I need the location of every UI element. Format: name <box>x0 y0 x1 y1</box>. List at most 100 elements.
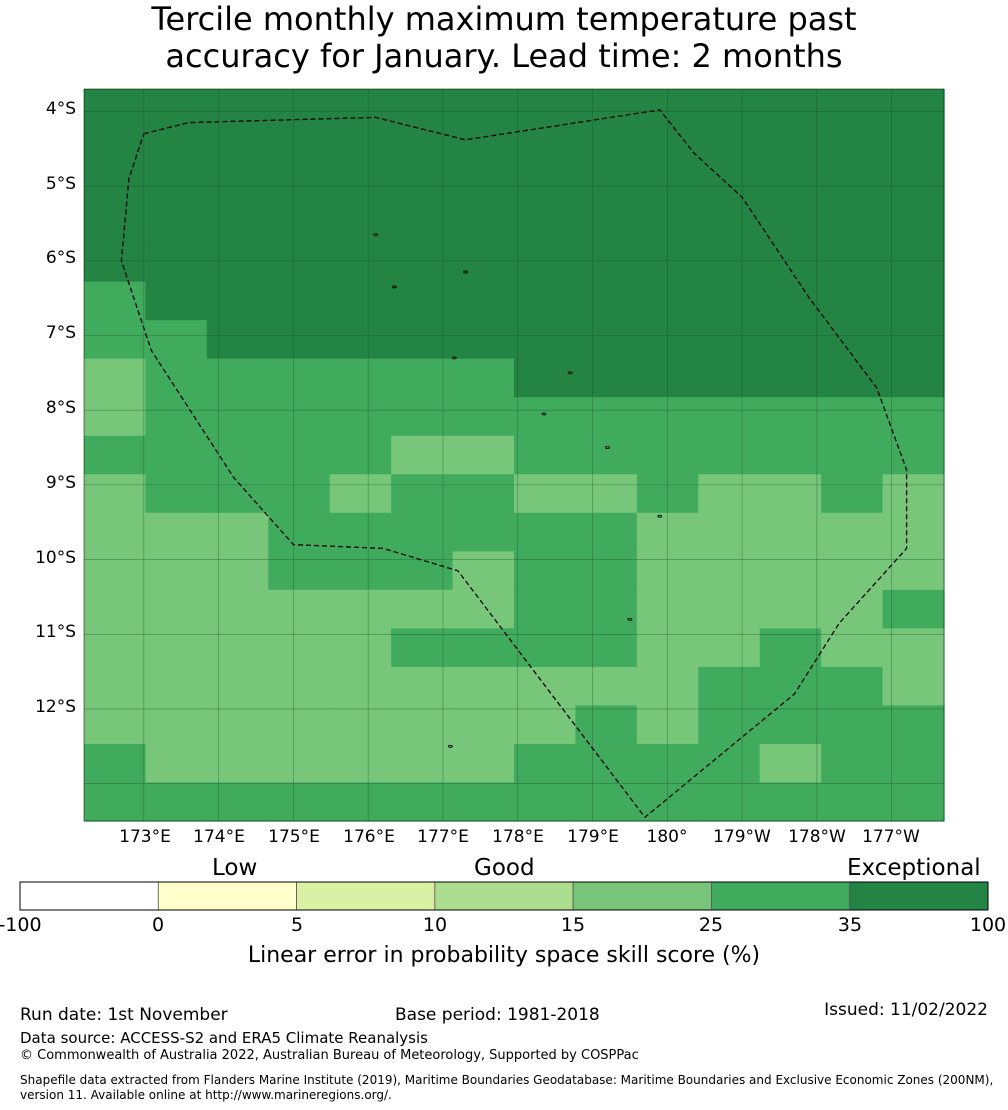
skill-grid-cell <box>206 743 269 784</box>
skill-grid-cell <box>391 204 454 244</box>
skill-grid-cell <box>575 320 638 360</box>
skill-grid-cell <box>329 358 392 398</box>
skill-grid-cell <box>514 628 577 668</box>
skill-grid-cell <box>268 89 331 129</box>
skill-grid-cell <box>636 358 699 398</box>
lat-label-4s: 4°S <box>45 99 76 119</box>
skill-grid-cell <box>636 474 699 514</box>
skill-grid-cell <box>514 243 577 283</box>
skill-grid-cell <box>206 243 269 283</box>
skill-grid-cell <box>636 281 699 321</box>
island-outline <box>541 412 547 416</box>
skill-grid-cell <box>759 281 822 321</box>
skill-grid-cell <box>514 435 577 475</box>
issued-date: Issued: 11/02/2022 <box>824 1000 988 1020</box>
skill-grid-cell <box>452 782 515 822</box>
skill-grid-cell <box>84 743 147 784</box>
skill-grid-cell <box>206 551 269 591</box>
skill-grid-cell <box>575 512 638 552</box>
skill-grid-cell <box>84 320 147 360</box>
legend-category-low: Low <box>212 855 258 881</box>
colorbar-tick: -100 <box>0 914 42 936</box>
skill-grid-cell <box>514 89 577 129</box>
skill-grid-cell <box>821 512 884 552</box>
skill-grid-cell <box>84 204 147 244</box>
skill-grid-cell <box>882 127 945 167</box>
skill-grid-cell <box>698 551 761 591</box>
skill-grid-cell <box>145 743 208 784</box>
skill-grid-cell <box>206 320 269 360</box>
skill-grid-cell <box>636 705 699 745</box>
skill-grid-cell <box>206 628 269 668</box>
skill-grid-cell <box>636 628 699 668</box>
skill-grid-cell <box>268 474 331 514</box>
skill-grid-cell <box>452 127 515 167</box>
skill-grid-cell <box>882 397 945 437</box>
skill-grid-cell <box>145 589 208 629</box>
skill-grid-cell <box>145 628 208 668</box>
skill-grid-cell <box>821 666 884 707</box>
skill-grid-cell <box>882 243 945 283</box>
skill-grid-cell <box>514 281 577 321</box>
skill-grid-cell <box>514 474 577 514</box>
skill-grid-cell <box>882 782 945 822</box>
skill-grid-cell <box>145 204 208 244</box>
skill-grid-cell <box>575 551 638 591</box>
skill-grid-cell <box>821 782 884 822</box>
lon-label-178e: 178°E <box>492 827 544 847</box>
skill-grid-cell <box>514 358 577 398</box>
skill-grid-cell <box>206 666 269 707</box>
island-outline <box>391 285 397 289</box>
legend-category-exceptional: Exceptional <box>847 855 981 881</box>
skill-grid-cell <box>206 397 269 437</box>
skill-grid-cell <box>514 782 577 822</box>
skill-grid-cell <box>145 281 208 321</box>
eez-boundary-line <box>120 109 908 819</box>
skill-grid-cell <box>268 628 331 668</box>
colorbar <box>19 881 989 911</box>
lon-label-173e: 173°E <box>119 827 171 847</box>
skill-grid-cell <box>514 551 577 591</box>
skill-grid-cell <box>882 166 945 206</box>
skill-grid-cell <box>636 204 699 244</box>
skill-grid-cell <box>636 397 699 437</box>
skill-grid-cell <box>145 243 208 283</box>
skill-grid-cell <box>759 204 822 244</box>
skill-grid-cell <box>698 666 761 707</box>
skill-grid-cell <box>882 589 945 629</box>
skill-grid-cell <box>698 743 761 784</box>
skill-grid-cell <box>268 435 331 475</box>
skill-grid-cell <box>575 435 638 475</box>
skill-grid-cell <box>882 281 945 321</box>
skill-grid-cell <box>636 320 699 360</box>
skill-grid-cell <box>882 358 945 398</box>
skill-grid-cell <box>206 589 269 629</box>
skill-grid-cell <box>206 204 269 244</box>
island-outline <box>462 270 468 274</box>
skill-grid-cell <box>145 127 208 167</box>
colorbar-tick: 0 <box>151 914 165 936</box>
skill-grid-cell <box>145 89 208 129</box>
skill-grid-cell <box>452 589 515 629</box>
skill-grid-cell <box>698 628 761 668</box>
island-outline <box>567 371 573 375</box>
skill-grid-cell <box>821 320 884 360</box>
skill-grid-cell <box>391 127 454 167</box>
skill-grid-cell <box>514 397 577 437</box>
skill-grid-cell <box>84 512 147 552</box>
colorbar-tick: 10 <box>422 914 448 936</box>
skill-grid-cell <box>882 474 945 514</box>
skill-grid-cell <box>575 358 638 398</box>
lat-label-9s: 9°S <box>45 473 76 493</box>
skill-grid-cell <box>759 512 822 552</box>
skill-grid-cell <box>206 166 269 206</box>
skill-grid-cell <box>821 551 884 591</box>
skill-grid-cell <box>206 782 269 822</box>
skill-grid-cell <box>268 127 331 167</box>
skill-grid-cell <box>759 666 822 707</box>
skill-grid-cell <box>452 243 515 283</box>
shapefile-note: Shapefile data extracted from Flanders M… <box>20 1073 994 1102</box>
skill-grid-cell <box>636 743 699 784</box>
lat-label-8s: 8°S <box>45 398 76 418</box>
skill-grid-cell <box>84 358 147 398</box>
